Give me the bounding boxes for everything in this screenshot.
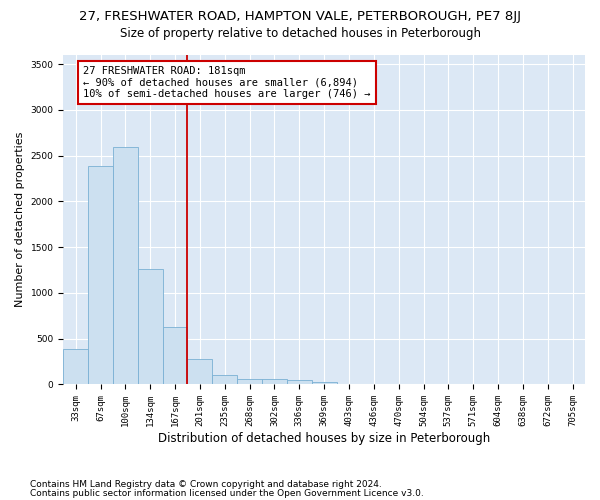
- Bar: [312, 382, 337, 384]
- Bar: [187, 359, 212, 384]
- Bar: [113, 148, 138, 384]
- Text: 27 FRESHWATER ROAD: 181sqm
← 90% of detached houses are smaller (6,894)
10% of s: 27 FRESHWATER ROAD: 181sqm ← 90% of deta…: [83, 66, 371, 99]
- Bar: [88, 166, 113, 384]
- Y-axis label: Number of detached properties: Number of detached properties: [15, 132, 25, 308]
- Bar: [212, 375, 237, 384]
- Bar: [63, 349, 88, 384]
- Text: Contains public sector information licensed under the Open Government Licence v3: Contains public sector information licen…: [30, 490, 424, 498]
- Text: 27, FRESHWATER ROAD, HAMPTON VALE, PETERBOROUGH, PE7 8JJ: 27, FRESHWATER ROAD, HAMPTON VALE, PETER…: [79, 10, 521, 23]
- Bar: [262, 380, 287, 384]
- X-axis label: Distribution of detached houses by size in Peterborough: Distribution of detached houses by size …: [158, 432, 490, 445]
- Bar: [163, 327, 187, 384]
- Text: Contains HM Land Registry data © Crown copyright and database right 2024.: Contains HM Land Registry data © Crown c…: [30, 480, 382, 489]
- Text: Size of property relative to detached houses in Peterborough: Size of property relative to detached ho…: [119, 28, 481, 40]
- Bar: [237, 379, 262, 384]
- Bar: [138, 269, 163, 384]
- Bar: [287, 380, 312, 384]
